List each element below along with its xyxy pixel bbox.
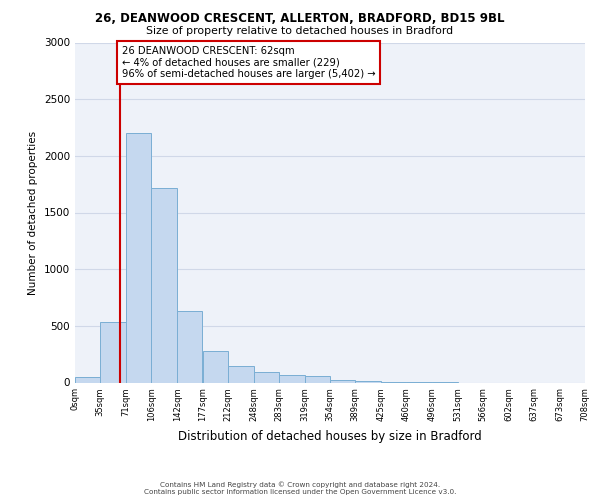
Bar bbox=[126, 133, 151, 382]
Bar bbox=[279, 375, 305, 382]
Text: 26, DEANWOOD CRESCENT, ALLERTON, BRADFORD, BD15 9BL: 26, DEANWOOD CRESCENT, ALLERTON, BRADFOR… bbox=[95, 12, 505, 26]
X-axis label: Distribution of detached houses by size in Bradford: Distribution of detached houses by size … bbox=[178, 430, 482, 442]
Bar bbox=[75, 377, 100, 382]
Text: Size of property relative to detached houses in Bradford: Size of property relative to detached ho… bbox=[146, 26, 454, 36]
Bar bbox=[254, 372, 279, 382]
Y-axis label: Number of detached properties: Number of detached properties bbox=[28, 130, 38, 294]
Bar bbox=[100, 322, 126, 382]
Bar bbox=[177, 311, 202, 382]
Bar bbox=[228, 366, 254, 382]
Bar bbox=[330, 380, 355, 382]
Text: 26 DEANWOOD CRESCENT: 62sqm
← 4% of detached houses are smaller (229)
96% of sem: 26 DEANWOOD CRESCENT: 62sqm ← 4% of deta… bbox=[122, 46, 376, 79]
Bar bbox=[355, 381, 381, 382]
Bar bbox=[151, 188, 177, 382]
Text: Contains HM Land Registry data © Crown copyright and database right 2024.
Contai: Contains HM Land Registry data © Crown c… bbox=[144, 482, 456, 495]
Bar bbox=[305, 376, 330, 382]
Bar bbox=[203, 351, 228, 382]
